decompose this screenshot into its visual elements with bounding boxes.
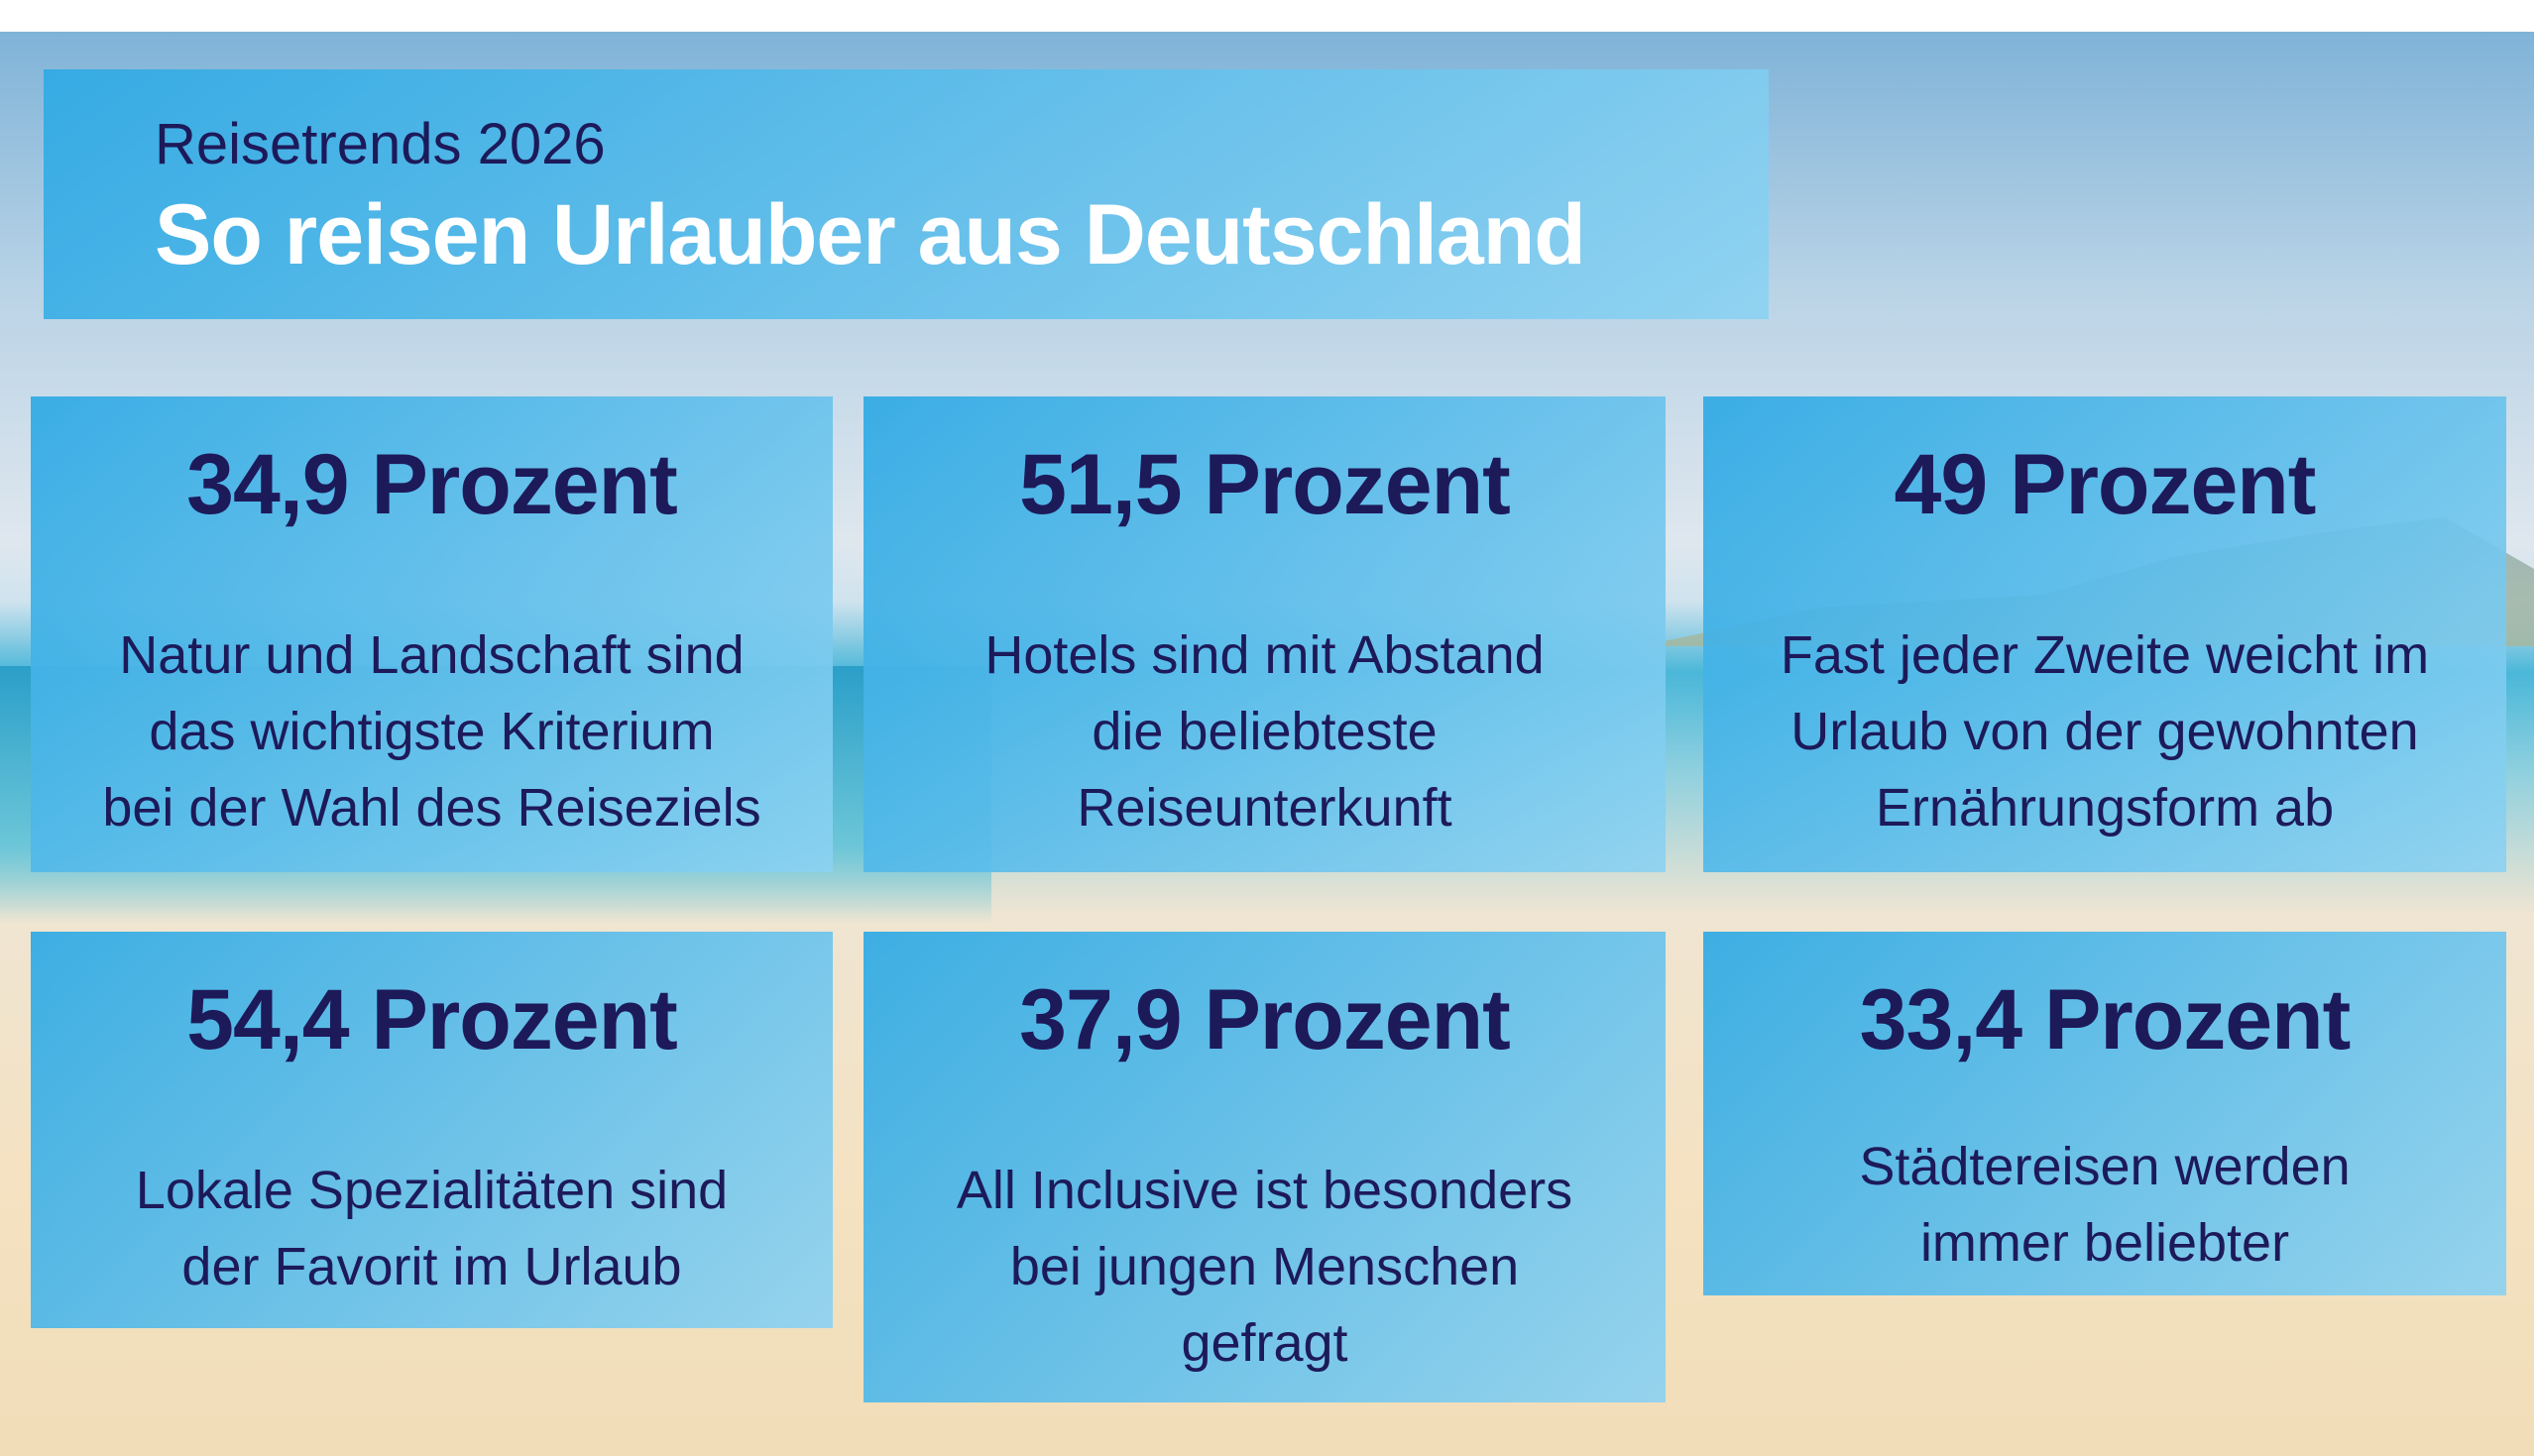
stat-value: 34,9 Prozent bbox=[186, 437, 678, 532]
description-line: Natur und Landschaft sind bbox=[119, 625, 745, 685]
description-line: Lokale Spezialitäten sind bbox=[135, 1161, 729, 1220]
stat-card: 49 Prozent Fast jeder Zweite weicht im U… bbox=[1703, 396, 2506, 872]
stat-description: Hotels sind mit Abstand die beliebteste … bbox=[864, 617, 1666, 846]
description-line: All Inclusive ist besonders bbox=[956, 1161, 1573, 1220]
stat-card: 34,9 Prozent Natur und Landschaft sind d… bbox=[31, 396, 833, 872]
stat-description: Fast jeder Zweite weicht im Urlaub von d… bbox=[1703, 617, 2506, 846]
description-line: immer beliebter bbox=[1919, 1213, 2290, 1273]
stat-card: 37,9 Prozent All Inclusive ist besonders… bbox=[864, 932, 1666, 1402]
description-line: Fast jeder Zweite weicht im bbox=[1780, 625, 2430, 685]
description-line: Hotels sind mit Abstand bbox=[984, 625, 1545, 685]
stat-description: All Inclusive ist besonders bei jungen M… bbox=[864, 1153, 1666, 1382]
stat-value: 37,9 Prozent bbox=[1019, 972, 1511, 1067]
stat-value: 51,5 Prozent bbox=[1019, 437, 1511, 532]
description-line: Urlaub von der gewohnten bbox=[1790, 702, 2419, 761]
description-line: Ernährungsform ab bbox=[1875, 778, 2335, 838]
description-line: die beliebteste bbox=[1092, 702, 1438, 761]
stat-value: 54,4 Prozent bbox=[186, 972, 678, 1067]
description-line: gefragt bbox=[1181, 1313, 1348, 1373]
stat-value: 49 Prozent bbox=[1894, 437, 2317, 532]
description-line: der Favorit im Urlaub bbox=[181, 1237, 682, 1296]
stat-description: Lokale Spezialitäten sind der Favorit im… bbox=[31, 1153, 833, 1305]
header-title: So reisen Urlauber aus Deutschland bbox=[155, 187, 1586, 282]
description-line: Städtereisen werden bbox=[1859, 1137, 2351, 1196]
stat-description: Natur und Landschaft sind das wichtigste… bbox=[31, 617, 833, 846]
stat-card: 33,4 Prozent Städtereisen werden immer b… bbox=[1703, 932, 2506, 1295]
description-line: bei jungen Menschen bbox=[1009, 1237, 1520, 1296]
description-line: bei der Wahl des Reiseziels bbox=[102, 778, 761, 838]
description-line: das wichtigste Kriterium bbox=[149, 702, 715, 761]
description-line: Reiseunterkunft bbox=[1077, 778, 1452, 838]
stat-card: 54,4 Prozent Lokale Spezialitäten sind d… bbox=[31, 932, 833, 1328]
header-subtitle: Reisetrends 2026 bbox=[155, 112, 606, 176]
stat-value: 33,4 Prozent bbox=[1859, 972, 2352, 1067]
stat-description: Städtereisen werden immer beliebter bbox=[1703, 1129, 2506, 1282]
stat-card: 51,5 Prozent Hotels sind mit Abstand die… bbox=[864, 396, 1666, 872]
header-banner: Reisetrends 2026 So reisen Urlauber aus … bbox=[44, 69, 1769, 319]
